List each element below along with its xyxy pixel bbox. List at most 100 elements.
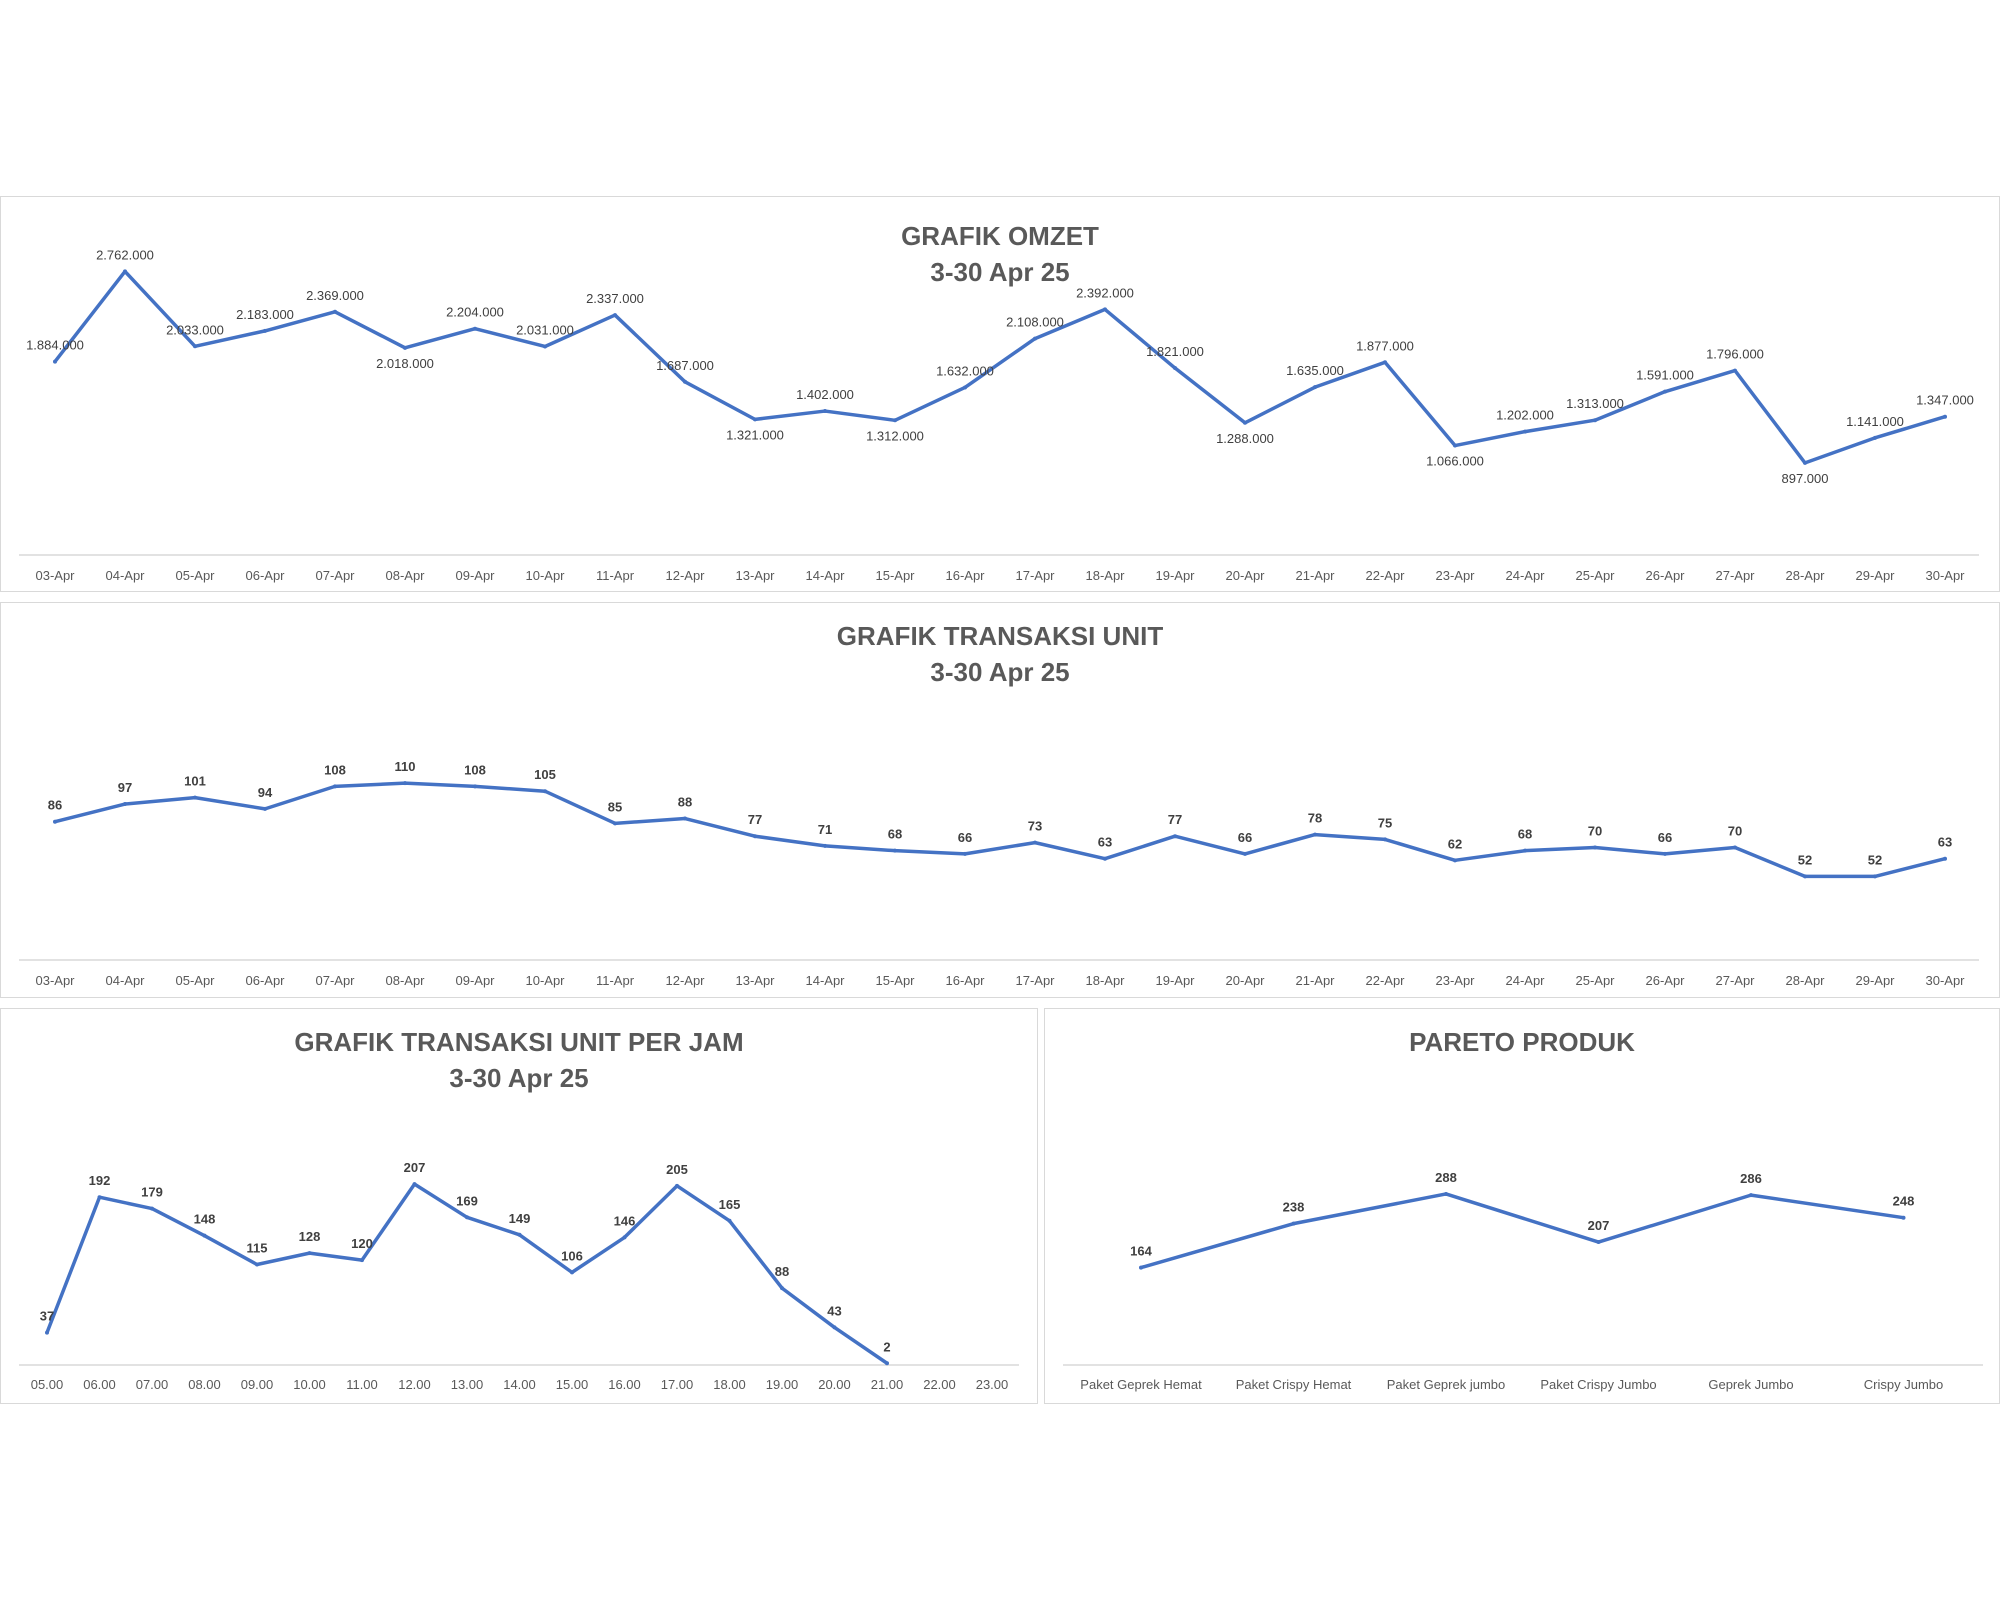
x-tick-label: 10.00 (293, 1377, 326, 1392)
data-label: 1.687.000 (656, 358, 714, 373)
data-label: 207 (1588, 1218, 1610, 1233)
data-label: 73 (1028, 819, 1042, 834)
data-point (1593, 418, 1597, 423)
data-point (1596, 1240, 1601, 1245)
x-tick-label: 11-Apr (596, 973, 635, 988)
data-label: 1.796.000 (1706, 347, 1764, 362)
x-tick-label: 05-Apr (175, 973, 215, 988)
data-point (1523, 848, 1527, 853)
data-point (613, 821, 617, 826)
per-jam-chart-title: GRAFIK TRANSAKSI UNIT PER JAM (294, 1027, 744, 1057)
x-tick-label: 03-Apr (35, 568, 75, 583)
x-tick-label: 07.00 (136, 1377, 169, 1392)
x-tick-label: 09-Apr (455, 973, 495, 988)
x-tick-label: 27-Apr (1715, 568, 1755, 583)
data-point (1243, 851, 1247, 856)
x-tick-label: 18-Apr (1085, 973, 1125, 988)
data-point (263, 328, 267, 333)
x-tick-label: 09.00 (241, 1377, 274, 1392)
data-point (1313, 832, 1317, 837)
data-label: 1.402.000 (796, 387, 854, 402)
x-tick-label: 22.00 (923, 1377, 956, 1392)
data-label: 85 (608, 799, 622, 814)
data-label: 70 (1588, 823, 1602, 838)
data-label: 110 (395, 759, 416, 774)
x-tick-label: Paket Geprek Hemat (1080, 1377, 1202, 1392)
data-point (1943, 414, 1947, 419)
data-label: 63 (1938, 835, 1952, 850)
data-label: 164 (1130, 1244, 1152, 1259)
data-label: 71 (818, 822, 832, 837)
data-label: 52 (1868, 852, 1882, 867)
x-tick-label: 23-Apr (1435, 973, 1475, 988)
data-label: 1.632.000 (936, 363, 994, 378)
data-point (1663, 851, 1667, 856)
data-point (1103, 856, 1107, 861)
data-label: 120 (351, 1236, 373, 1251)
data-label: 1.591.000 (1636, 368, 1694, 383)
x-tick-label: 23-Apr (1435, 568, 1475, 583)
x-tick-label: 24-Apr (1505, 568, 1545, 583)
x-tick-label: 12.00 (398, 1377, 431, 1392)
data-label: 2.762.000 (96, 247, 154, 262)
data-point (1453, 443, 1457, 448)
data-point (1453, 858, 1457, 863)
data-label: 1.877.000 (1356, 338, 1414, 353)
per-jam-chart-svg: 05.00 06.00 07.00 08.00 09.00 10.00 11.00 12.00… (19, 1160, 1019, 1392)
data-point (97, 1195, 102, 1200)
data-label: 169 (456, 1193, 478, 1208)
data-point (1173, 366, 1177, 371)
x-tick-label: 22-Apr (1365, 568, 1405, 583)
data-label: 115 (247, 1241, 268, 1256)
data-point (473, 326, 477, 331)
x-tick-label: 19-Apr (1155, 568, 1195, 583)
x-tick-label: 20-Apr (1225, 568, 1265, 583)
data-point (202, 1233, 207, 1238)
transaksi-chart-title: GRAFIK TRANSAKSI UNIT (836, 621, 1164, 651)
data-point (1733, 368, 1737, 373)
series-line (53, 781, 1947, 879)
data-label: 101 (184, 774, 206, 789)
data-point (893, 418, 897, 423)
data-label: 88 (678, 795, 692, 810)
data-point (45, 1330, 49, 1335)
data-point (1444, 1191, 1448, 1196)
data-point (893, 848, 897, 853)
data-point (1383, 360, 1387, 365)
x-tick-label: 16-Apr (945, 973, 985, 988)
data-label: 207 (404, 1160, 426, 1175)
data-label: 1.312.000 (866, 428, 924, 443)
data-label: 1.347.000 (1916, 393, 1974, 408)
data-point (963, 851, 967, 856)
data-label: 179 (141, 1185, 163, 1200)
data-point (1033, 336, 1037, 341)
x-tick-label: Crispy Jumbo (1864, 1377, 1943, 1392)
data-label: 2 (883, 1339, 890, 1354)
data-label: 75 (1378, 815, 1392, 830)
data-point (543, 344, 547, 349)
x-tick-label: 25-Apr (1575, 568, 1615, 583)
data-point (53, 359, 57, 364)
x-tick-label: Paket Crispy Jumbo (1540, 1377, 1656, 1392)
data-point (1033, 840, 1037, 845)
transaksi-chart-panel: GRAFIK TRANSAKSI UNIT 3-30 Apr 25 03-Apr… (0, 602, 2000, 998)
data-label: 52 (1798, 852, 1812, 867)
data-label: 106 (561, 1248, 583, 1263)
data-point (150, 1206, 154, 1211)
series-line (45, 1182, 889, 1366)
data-label: 108 (324, 762, 346, 777)
omzet-chart-svg: 03-Apr 04-Apr 05-Apr 06-Apr 07-Apr 08-Apr 09-A… (19, 247, 1979, 583)
data-point (1139, 1265, 1143, 1270)
x-tick-label: 10-Apr (525, 973, 565, 988)
data-label: 2.392.000 (1076, 285, 1134, 300)
data-label: 37 (40, 1309, 54, 1324)
data-label: 288 (1435, 1170, 1457, 1185)
x-tick-label: 13-Apr (735, 973, 775, 988)
x-tick-label: 27-Apr (1715, 973, 1755, 988)
x-tick-label: 21-Apr (1295, 973, 1335, 988)
data-label: 1.321.000 (726, 427, 784, 442)
data-label: 68 (1518, 827, 1532, 842)
data-label: 66 (1658, 830, 1672, 845)
x-tick-label: 28-Apr (1785, 568, 1825, 583)
data-label: 205 (666, 1162, 688, 1177)
